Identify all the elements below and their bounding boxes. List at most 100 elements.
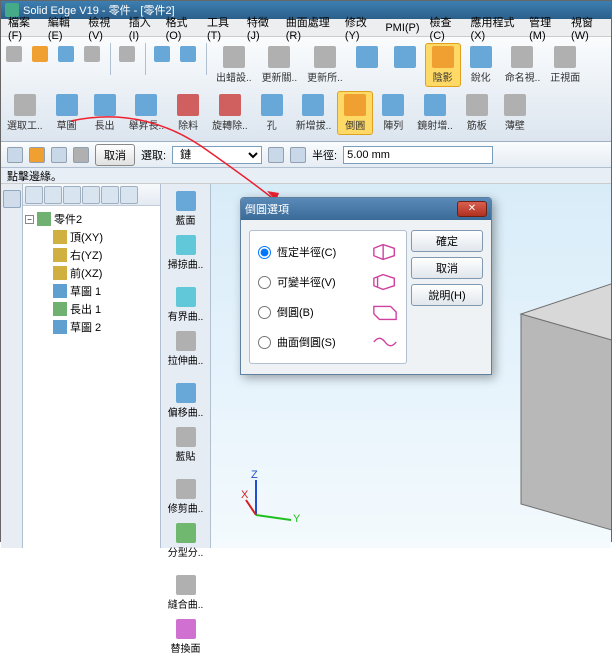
- ribbon-筋板[interactable]: 筋板: [459, 91, 495, 135]
- menu-item[interactable]: 視窗(W): [566, 12, 609, 44]
- menu-item[interactable]: PMI(P): [380, 20, 424, 36]
- menu-item[interactable]: 插入(I): [124, 12, 161, 44]
- tree-node[interactable]: 草圖 1: [41, 282, 158, 300]
- menu-item[interactable]: 檢視(V): [83, 12, 123, 44]
- lefttab-1[interactable]: [3, 190, 21, 208]
- option-1[interactable]: 可變半徑(V): [256, 267, 400, 297]
- ribbon-row-quickaccess: 出蜡設..更新關..更新所.. 陰影銳化命名視..正視面: [3, 41, 609, 89]
- menu-item[interactable]: 工具(T): [202, 12, 242, 44]
- ribbon-倒圓[interactable]: 倒圓: [337, 91, 373, 135]
- ribbon-薄壁[interactable]: 薄壁: [497, 91, 533, 135]
- tree-tool-4[interactable]: [82, 186, 100, 204]
- radius-input[interactable]: [343, 146, 493, 164]
- opt-opts-icon[interactable]: [290, 147, 306, 163]
- expand-icon[interactable]: −: [25, 215, 34, 224]
- cancel-button[interactable]: 取消: [95, 144, 135, 166]
- tree-node[interactable]: 草圖 2: [41, 318, 158, 336]
- tree-root[interactable]: − 零件2: [25, 210, 158, 228]
- svg-text:Y: Y: [293, 513, 301, 525]
- ribbon-更新所..[interactable]: 更新所..: [303, 43, 347, 87]
- feat-藍面[interactable]: 藍面: [165, 188, 207, 230]
- ribbon-陣列[interactable]: 陣列: [375, 91, 411, 135]
- opt-step-icon[interactable]: [29, 147, 45, 163]
- menu-item[interactable]: 修改(Y): [340, 12, 380, 44]
- feat-偏移曲..[interactable]: 偏移曲..: [165, 380, 207, 422]
- ribbon-正視面[interactable]: 正視面: [546, 43, 584, 87]
- feat-分型分..[interactable]: 分型分..: [165, 520, 207, 562]
- ribbon-btn[interactable]: [387, 43, 423, 87]
- opt-icon-3[interactable]: [51, 147, 67, 163]
- ribbon-孔[interactable]: 孔: [254, 91, 290, 135]
- opt-cmd-icon[interactable]: [7, 147, 23, 163]
- ribbon-旋轉除..[interactable]: 旋轉除..: [208, 91, 252, 135]
- feat-掃掠曲..[interactable]: 掃掠曲..: [165, 232, 207, 274]
- ribbon-銳化[interactable]: 銳化: [463, 43, 499, 87]
- ribbon-草圖[interactable]: 草圖: [49, 91, 85, 135]
- menubar: 檔案(F)編輯(E)檢視(V)插入(I)格式(O)工具(T)特徵(J)曲面處理(…: [1, 19, 611, 37]
- menu-item[interactable]: 編輯(E): [43, 12, 83, 44]
- feat-替換面[interactable]: 替換面: [165, 616, 207, 658]
- qa-cut[interactable]: [116, 43, 140, 65]
- root-label: 零件2: [54, 211, 82, 227]
- feat-修剪曲..[interactable]: 修剪曲..: [165, 476, 207, 518]
- ribbon-除料[interactable]: 除料: [170, 91, 206, 135]
- dialog-titlebar[interactable]: 倒圓選項 ✕: [241, 198, 491, 220]
- tree-tool-3[interactable]: [63, 186, 81, 204]
- option-2[interactable]: 倒圓(B): [256, 297, 400, 327]
- qa-redo[interactable]: [177, 43, 201, 65]
- dlg-cancel-button[interactable]: 取消: [411, 257, 483, 279]
- tree-tool-5[interactable]: [101, 186, 119, 204]
- ribbon-選取工..[interactable]: 選取工..: [3, 91, 47, 135]
- ribbon-更新關..[interactable]: 更新關..: [258, 43, 302, 87]
- tree-node[interactable]: 前(XZ): [41, 264, 158, 282]
- radio-0[interactable]: [258, 246, 271, 259]
- ribbon: 出蜡設..更新關..更新所.. 陰影銳化命名視..正視面 選取工..草圖長出舉昇長…: [1, 37, 611, 142]
- ribbon-長出[interactable]: 長出: [87, 91, 123, 135]
- radio-1[interactable]: [258, 276, 271, 289]
- ribbon-陰影[interactable]: 陰影: [425, 43, 461, 87]
- tree-tool-1[interactable]: [25, 186, 43, 204]
- menu-item[interactable]: 特徵(J): [242, 12, 281, 44]
- menu-item[interactable]: 應用程式(X): [465, 12, 524, 44]
- tree-node[interactable]: 右(YZ): [41, 246, 158, 264]
- ribbon-出蜡設..[interactable]: 出蜡設..: [212, 43, 256, 87]
- option-3[interactable]: 曲面倒圓(S): [256, 327, 400, 357]
- options-group: 恆定半徑(C)可變半徑(V)倒圓(B)曲面倒圓(S): [249, 230, 407, 364]
- ribbon-命名視..[interactable]: 命名視..: [501, 43, 545, 87]
- ribbon-新增拔..[interactable]: 新增拔..: [292, 91, 336, 135]
- tree-node[interactable]: 長出 1: [41, 300, 158, 318]
- radio-3[interactable]: [258, 336, 271, 349]
- help-button[interactable]: 說明(H): [411, 284, 483, 306]
- menu-item[interactable]: 曲面處理(R): [281, 12, 340, 44]
- ribbon-舉昇長..[interactable]: 舉昇長..: [125, 91, 169, 135]
- qa-open[interactable]: [29, 43, 53, 65]
- svg-text:Z: Z: [251, 470, 258, 481]
- menu-item[interactable]: 管理(M): [524, 12, 566, 44]
- axis-triad: Z Y X: [241, 470, 301, 530]
- menu-item[interactable]: 格式(O): [161, 12, 202, 44]
- select-combo[interactable]: 鏈: [172, 146, 262, 164]
- feat-拉伸曲..[interactable]: 拉伸曲..: [165, 328, 207, 370]
- opt-accept-icon[interactable]: [268, 147, 284, 163]
- tree-tool-6[interactable]: [120, 186, 138, 204]
- menu-item[interactable]: 檢查(C): [425, 12, 466, 44]
- qa-print[interactable]: [81, 43, 105, 65]
- select-label: 選取:: [141, 147, 166, 163]
- close-icon[interactable]: ✕: [457, 201, 487, 217]
- tree-node[interactable]: 頂(XY): [41, 228, 158, 246]
- opt-icon-4[interactable]: [73, 147, 89, 163]
- qa-undo[interactable]: [151, 43, 175, 65]
- menu-item[interactable]: 檔案(F): [3, 12, 43, 44]
- qa-save[interactable]: [55, 43, 79, 65]
- ribbon-btn[interactable]: [349, 43, 385, 87]
- qa-new[interactable]: [3, 43, 27, 65]
- option-0[interactable]: 恆定半徑(C): [256, 237, 400, 267]
- feat-藍貼[interactable]: 藍貼: [165, 424, 207, 466]
- feat-縫合曲..[interactable]: 縫合曲..: [165, 572, 207, 614]
- feat-有界曲..[interactable]: 有界曲..: [165, 284, 207, 326]
- ribbon-鏡射增..[interactable]: 鏡射增..: [413, 91, 457, 135]
- tree-tool-2[interactable]: [44, 186, 62, 204]
- ok-button[interactable]: 確定: [411, 230, 483, 252]
- feature-tree-panel: − 零件2 頂(XY)右(YZ)前(XZ)草圖 1長出 1草圖 2: [23, 184, 161, 548]
- radio-2[interactable]: [258, 306, 271, 319]
